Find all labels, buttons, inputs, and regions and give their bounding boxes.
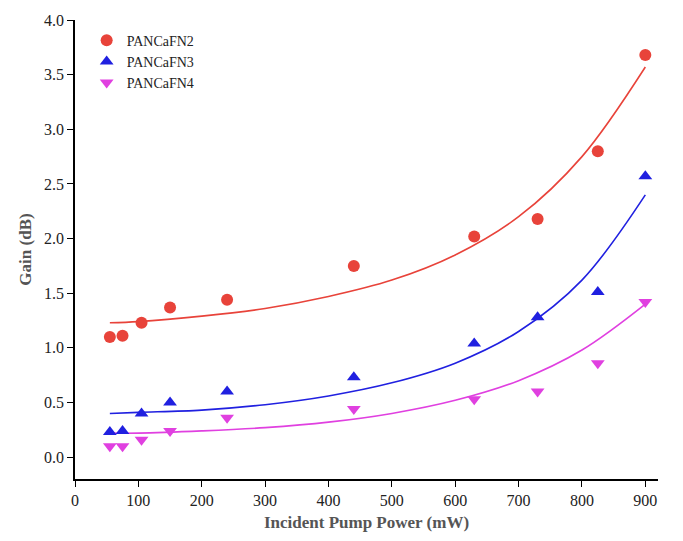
svg-text:0.5: 0.5 — [44, 394, 64, 411]
svg-text:1.0: 1.0 — [44, 339, 64, 356]
svg-text:0: 0 — [71, 492, 79, 509]
svg-text:0.0: 0.0 — [44, 449, 64, 466]
svg-text:3.0: 3.0 — [44, 121, 64, 138]
svg-text:Incident Pump Power (mW): Incident Pump Power (mW) — [264, 513, 469, 532]
svg-text:400: 400 — [316, 492, 340, 509]
svg-text:Gain (dB): Gain (dB) — [16, 213, 35, 285]
svg-text:PANCaFN3: PANCaFN3 — [127, 55, 194, 70]
svg-text:PANCaFN4: PANCaFN4 — [127, 76, 194, 91]
svg-text:PANCaFN2: PANCaFN2 — [127, 34, 194, 49]
svg-text:900: 900 — [633, 492, 657, 509]
svg-text:500: 500 — [380, 492, 404, 509]
svg-text:200: 200 — [190, 492, 214, 509]
svg-text:300: 300 — [253, 492, 277, 509]
svg-text:4.0: 4.0 — [44, 12, 64, 29]
svg-text:800: 800 — [570, 492, 594, 509]
svg-text:1.5: 1.5 — [44, 285, 64, 302]
svg-text:600: 600 — [443, 492, 467, 509]
svg-text:700: 700 — [507, 492, 531, 509]
svg-text:2.5: 2.5 — [44, 176, 64, 193]
svg-text:2.0: 2.0 — [44, 230, 64, 247]
svg-text:100: 100 — [126, 492, 150, 509]
svg-text:3.5: 3.5 — [44, 66, 64, 83]
